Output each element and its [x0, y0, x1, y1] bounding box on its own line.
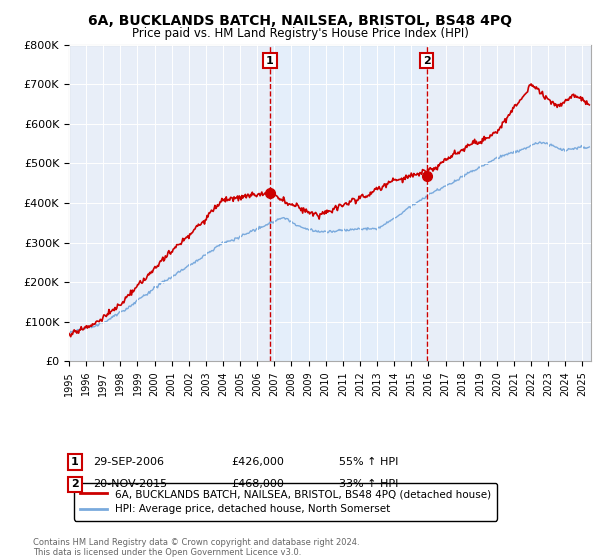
Legend: 6A, BUCKLANDS BATCH, NAILSEA, BRISTOL, BS48 4PQ (detached house), HPI: Average p: 6A, BUCKLANDS BATCH, NAILSEA, BRISTOL, B…: [74, 483, 497, 520]
Text: 29-SEP-2006: 29-SEP-2006: [93, 457, 164, 467]
Text: 6A, BUCKLANDS BATCH, NAILSEA, BRISTOL, BS48 4PQ: 6A, BUCKLANDS BATCH, NAILSEA, BRISTOL, B…: [88, 14, 512, 28]
Text: £426,000: £426,000: [231, 457, 284, 467]
Text: 20-NOV-2015: 20-NOV-2015: [93, 479, 167, 489]
Text: 1: 1: [266, 55, 274, 66]
Text: Contains HM Land Registry data © Crown copyright and database right 2024.
This d: Contains HM Land Registry data © Crown c…: [33, 538, 359, 557]
Text: 2: 2: [71, 479, 79, 489]
Bar: [270, 45, 427, 361]
Text: 55% ↑ HPI: 55% ↑ HPI: [339, 457, 398, 467]
Text: £468,000: £468,000: [231, 479, 284, 489]
Text: 1: 1: [71, 457, 79, 467]
Text: Price paid vs. HM Land Registry's House Price Index (HPI): Price paid vs. HM Land Registry's House …: [131, 27, 469, 40]
Text: 33% ↑ HPI: 33% ↑ HPI: [339, 479, 398, 489]
Text: 2: 2: [423, 55, 431, 66]
